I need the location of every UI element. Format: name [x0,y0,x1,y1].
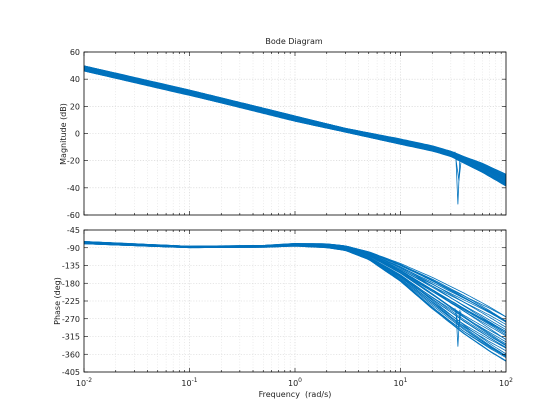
x-tick-label: 102 [499,377,513,388]
phase-y-tick-label: -180 [62,279,80,288]
phase-y-tick-label: -90 [67,244,80,253]
phase-y-tick-label: -135 [62,262,80,271]
phase-response-curve [84,241,506,318]
magnitude-panel: 60 40 20 0 -20 -40 -60 Magnitude (dB) [59,48,507,220]
magnitude-y-axis-label: Magnitude (dB) [59,103,68,165]
phase-y-tick-label: -315 [62,333,80,342]
phase-y-tick-label: -405 [62,368,80,377]
x-tick-label: 10-2 [76,377,92,388]
magnitude-curves [84,65,506,205]
phase-y-axis-label: Phase (deg) [53,277,62,325]
magnitude-y-tick-label: -40 [67,184,80,193]
magnitude-grid [84,52,506,215]
magnitude-y-tick-label: 20 [70,102,80,111]
magnitude-y-tick-label: 40 [70,75,80,84]
magnitude-response-curve [84,65,506,175]
magnitude-y-tick-label: -20 [67,157,80,166]
magnitude-ticks: 60 40 20 0 -20 -40 -60 [67,48,506,220]
phase-y-tick-label: -270 [62,315,80,324]
x-axis-label: Frequency (rad/s) [259,390,332,399]
phase-notch-spike [454,308,462,329]
magnitude-y-tick-label: 60 [70,48,80,57]
magnitude-y-tick-label: 0 [75,130,80,139]
phase-y-tick-label: -45 [67,226,80,235]
x-tick-label: 101 [393,377,407,388]
magnitude-notch-spike [454,151,462,181]
phase-y-tick-label: -360 [62,350,80,359]
magnitude-y-tick-label: -60 [67,211,80,220]
phase-curves [84,241,506,362]
chart-title: Bode Diagram [265,37,322,46]
phase-y-tick-label: -225 [62,297,80,306]
magnitude-notch-spike [455,157,461,205]
x-tick-label: 100 [288,377,302,388]
phase-response-curve [84,242,506,335]
phase-response-curve [84,242,506,357]
x-tick-label: 10-1 [181,377,197,388]
magnitude-response-curve [84,69,506,185]
